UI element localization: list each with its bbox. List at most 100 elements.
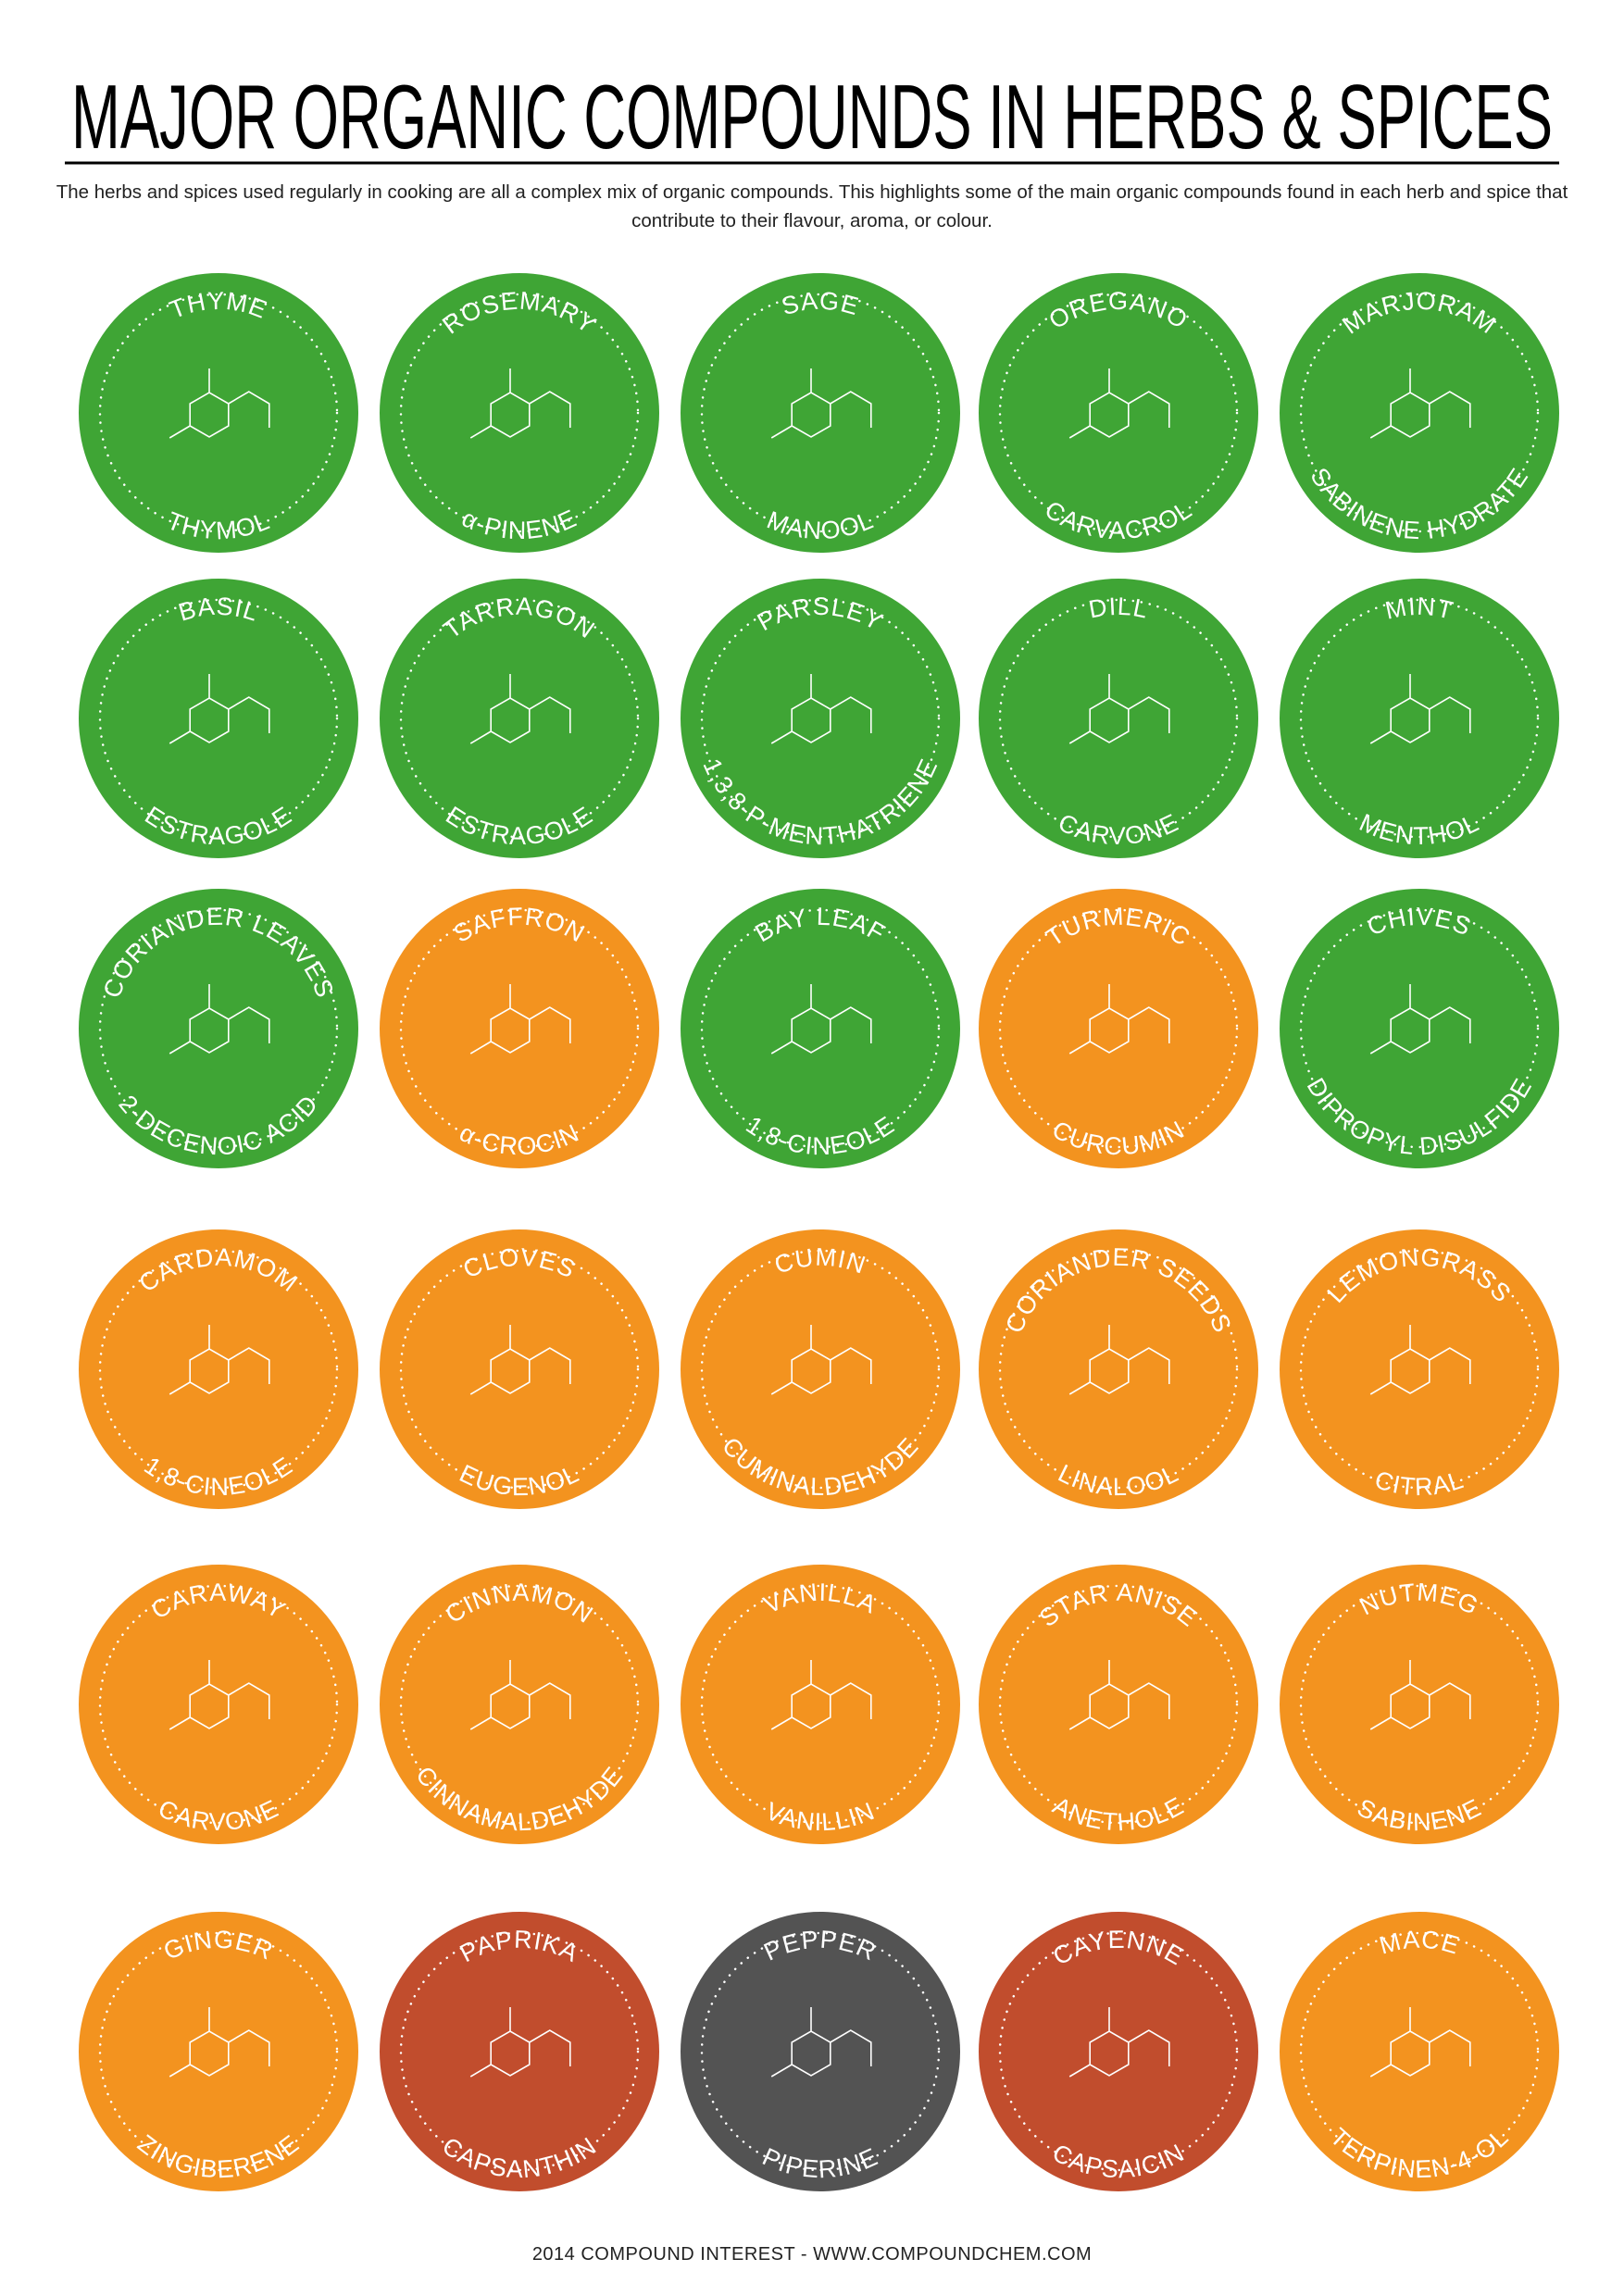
- bond: [169, 1381, 191, 1395]
- chain: [529, 1347, 571, 1384]
- badge-circle: [681, 1229, 960, 1509]
- molecule: [770, 1325, 872, 1395]
- dotted-ring: [1299, 1249, 1540, 1490]
- badge-circle: [1280, 1912, 1559, 2191]
- chain: [529, 1006, 571, 1043]
- dotted-ring: [399, 1931, 640, 2172]
- molecule: [1369, 674, 1471, 744]
- chain: [830, 391, 872, 428]
- chain: [1128, 1006, 1170, 1043]
- badge-circle: [681, 579, 960, 858]
- molecule: [469, 674, 571, 744]
- chain: [228, 1347, 270, 1384]
- dotted-ring: [1299, 1931, 1540, 2172]
- molecule: [1369, 2007, 1471, 2078]
- badge-circle: [380, 1229, 659, 1509]
- chain: [228, 2029, 270, 2066]
- dotted-ring: [98, 1249, 339, 1490]
- molecule: [1369, 368, 1471, 439]
- dotted-ring: [1299, 1584, 1540, 1825]
- chain: [1429, 1006, 1471, 1043]
- badge-circle: [979, 1565, 1258, 1844]
- dotted-ring: [700, 293, 941, 533]
- badge-circle: [979, 1229, 1258, 1509]
- bond: [770, 2064, 793, 2078]
- molecule: [169, 984, 270, 1054]
- chain: [1128, 2029, 1170, 2066]
- bond: [770, 1381, 793, 1395]
- bond: [469, 1381, 492, 1395]
- badge-circle: [1280, 579, 1559, 858]
- molecule: [469, 1660, 571, 1730]
- badge-circle: [979, 1912, 1258, 2191]
- bond: [770, 730, 793, 744]
- chain: [1128, 391, 1170, 428]
- molecule: [1068, 1660, 1170, 1730]
- molecule: [770, 984, 872, 1054]
- molecule: [169, 1325, 270, 1395]
- chain: [830, 696, 872, 733]
- chain: [529, 391, 571, 428]
- badge-circle: [681, 1565, 960, 1844]
- badge-circle: [79, 1229, 358, 1509]
- molecule: [1068, 368, 1170, 439]
- bond: [1068, 1041, 1091, 1054]
- bond: [169, 1041, 191, 1054]
- dotted-ring: [700, 598, 941, 839]
- bond: [1068, 2064, 1091, 2078]
- chain: [529, 2029, 571, 2066]
- chain: [830, 1682, 872, 1719]
- footer: 2014 COMPOUND INTEREST - WWW.COMPOUNDCHE…: [532, 2244, 1092, 2265]
- bond: [1068, 730, 1091, 744]
- chain: [1128, 1682, 1170, 1719]
- molecule: [1068, 1325, 1170, 1395]
- molecule: [469, 2007, 571, 2078]
- badge-circle: [79, 1565, 358, 1844]
- bond: [1369, 1716, 1392, 1730]
- dotted-ring: [1299, 598, 1540, 839]
- subtitle: The herbs and spices used regularly in c…: [56, 181, 1568, 231]
- molecule: [469, 368, 571, 439]
- molecule: [1369, 984, 1471, 1054]
- dotted-ring: [98, 1584, 339, 1825]
- molecule: [1068, 984, 1170, 1054]
- dotted-ring: [98, 1931, 339, 2172]
- molecule: [770, 674, 872, 744]
- badge-circle: [380, 1565, 659, 1844]
- molecule: [169, 368, 270, 439]
- herb-name-path: MINT: [1382, 593, 1455, 625]
- bond: [770, 1716, 793, 1730]
- chain: [1429, 1347, 1471, 1384]
- molecule: [770, 368, 872, 439]
- dotted-ring: [1299, 908, 1540, 1149]
- badge-circle: [1280, 1229, 1559, 1509]
- molecule: [770, 1660, 872, 1730]
- chain: [1128, 1347, 1170, 1384]
- dotted-ring: [399, 1584, 640, 1825]
- badge-circle: [380, 579, 659, 858]
- dotted-ring: [399, 1249, 640, 1490]
- dotted-ring: [98, 598, 339, 839]
- title: MAJOR ORGANIC COMPOUNDS IN HERBS & SPICE…: [71, 66, 1553, 168]
- molecule: [1369, 1660, 1471, 1730]
- molecule: [1369, 1325, 1471, 1395]
- badge-circle: [79, 273, 358, 553]
- badge-circle: [380, 889, 659, 1168]
- bond: [770, 1041, 793, 1054]
- badge-circle: [1280, 1565, 1559, 1844]
- dotted-ring: [998, 1931, 1239, 2172]
- chain: [1128, 696, 1170, 733]
- badge-circle: [681, 889, 960, 1168]
- chain: [228, 1006, 270, 1043]
